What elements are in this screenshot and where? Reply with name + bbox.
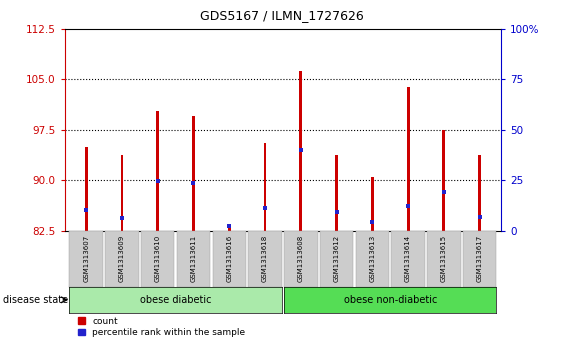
Text: GDS5167 / ILMN_1727626: GDS5167 / ILMN_1727626 [200, 9, 363, 22]
Text: GSM1313609: GSM1313609 [119, 235, 125, 282]
Text: GSM1313618: GSM1313618 [262, 235, 268, 282]
Text: GSM1313614: GSM1313614 [405, 235, 411, 282]
Legend: count, percentile rank within the sample: count, percentile rank within the sample [74, 313, 249, 341]
Text: GSM1313615: GSM1313615 [441, 235, 447, 282]
Bar [157, 111, 159, 231]
Bar [120, 155, 123, 231]
Text: obese diabetic: obese diabetic [140, 295, 211, 305]
Text: GSM1313610: GSM1313610 [155, 235, 160, 282]
Text: GSM1313607: GSM1313607 [83, 235, 89, 282]
Text: disease state: disease state [3, 295, 68, 305]
Bar [263, 143, 266, 231]
Bar [443, 130, 445, 231]
Bar [300, 72, 302, 231]
Bar [335, 155, 338, 231]
Text: GSM1313612: GSM1313612 [333, 235, 339, 282]
Text: obese non-diabetic: obese non-diabetic [343, 295, 437, 305]
Bar [478, 155, 481, 231]
Bar [228, 224, 231, 231]
Text: GSM1313613: GSM1313613 [369, 235, 376, 282]
Text: GSM1313616: GSM1313616 [226, 235, 233, 282]
Bar [406, 87, 409, 231]
Bar [371, 177, 374, 231]
Text: GSM1313617: GSM1313617 [477, 235, 482, 282]
Bar [85, 147, 88, 231]
Text: GSM1313608: GSM1313608 [298, 235, 304, 282]
Text: GSM1313611: GSM1313611 [190, 235, 196, 282]
Bar [192, 116, 195, 231]
